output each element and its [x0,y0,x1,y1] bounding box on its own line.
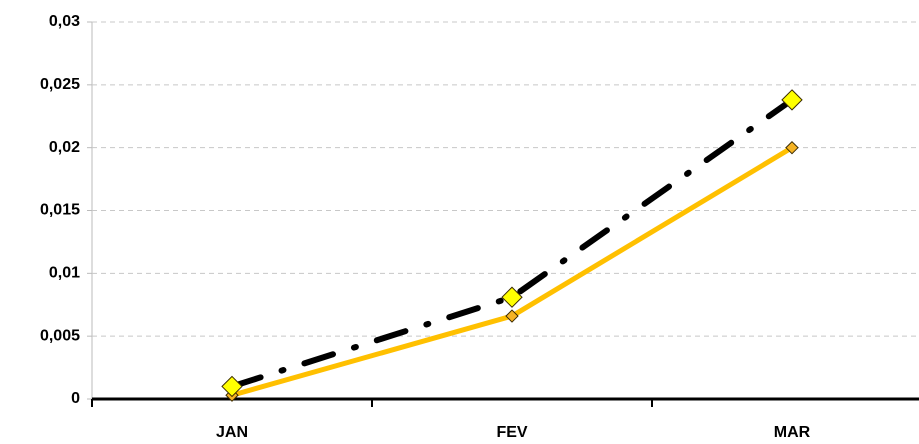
y-tick-label: 0,015 [40,202,80,219]
x-tick-label: FEV [496,424,527,441]
y-tick-label: 0,02 [49,139,80,156]
y-tick-label: 0 [71,390,80,407]
marker [781,89,803,111]
x-tick-label: MAR [774,424,811,441]
marker [221,375,243,398]
x-tick-label: JAN [216,424,248,441]
marker [785,140,799,155]
marker [501,286,523,308]
y-tick-label: 0,025 [40,76,80,93]
y-tick-label: 0,005 [40,327,80,344]
y-tick-label: 0,03 [49,13,80,30]
series-line [229,96,795,390]
marker [505,309,519,323]
y-tick-label: 0,01 [49,265,80,282]
